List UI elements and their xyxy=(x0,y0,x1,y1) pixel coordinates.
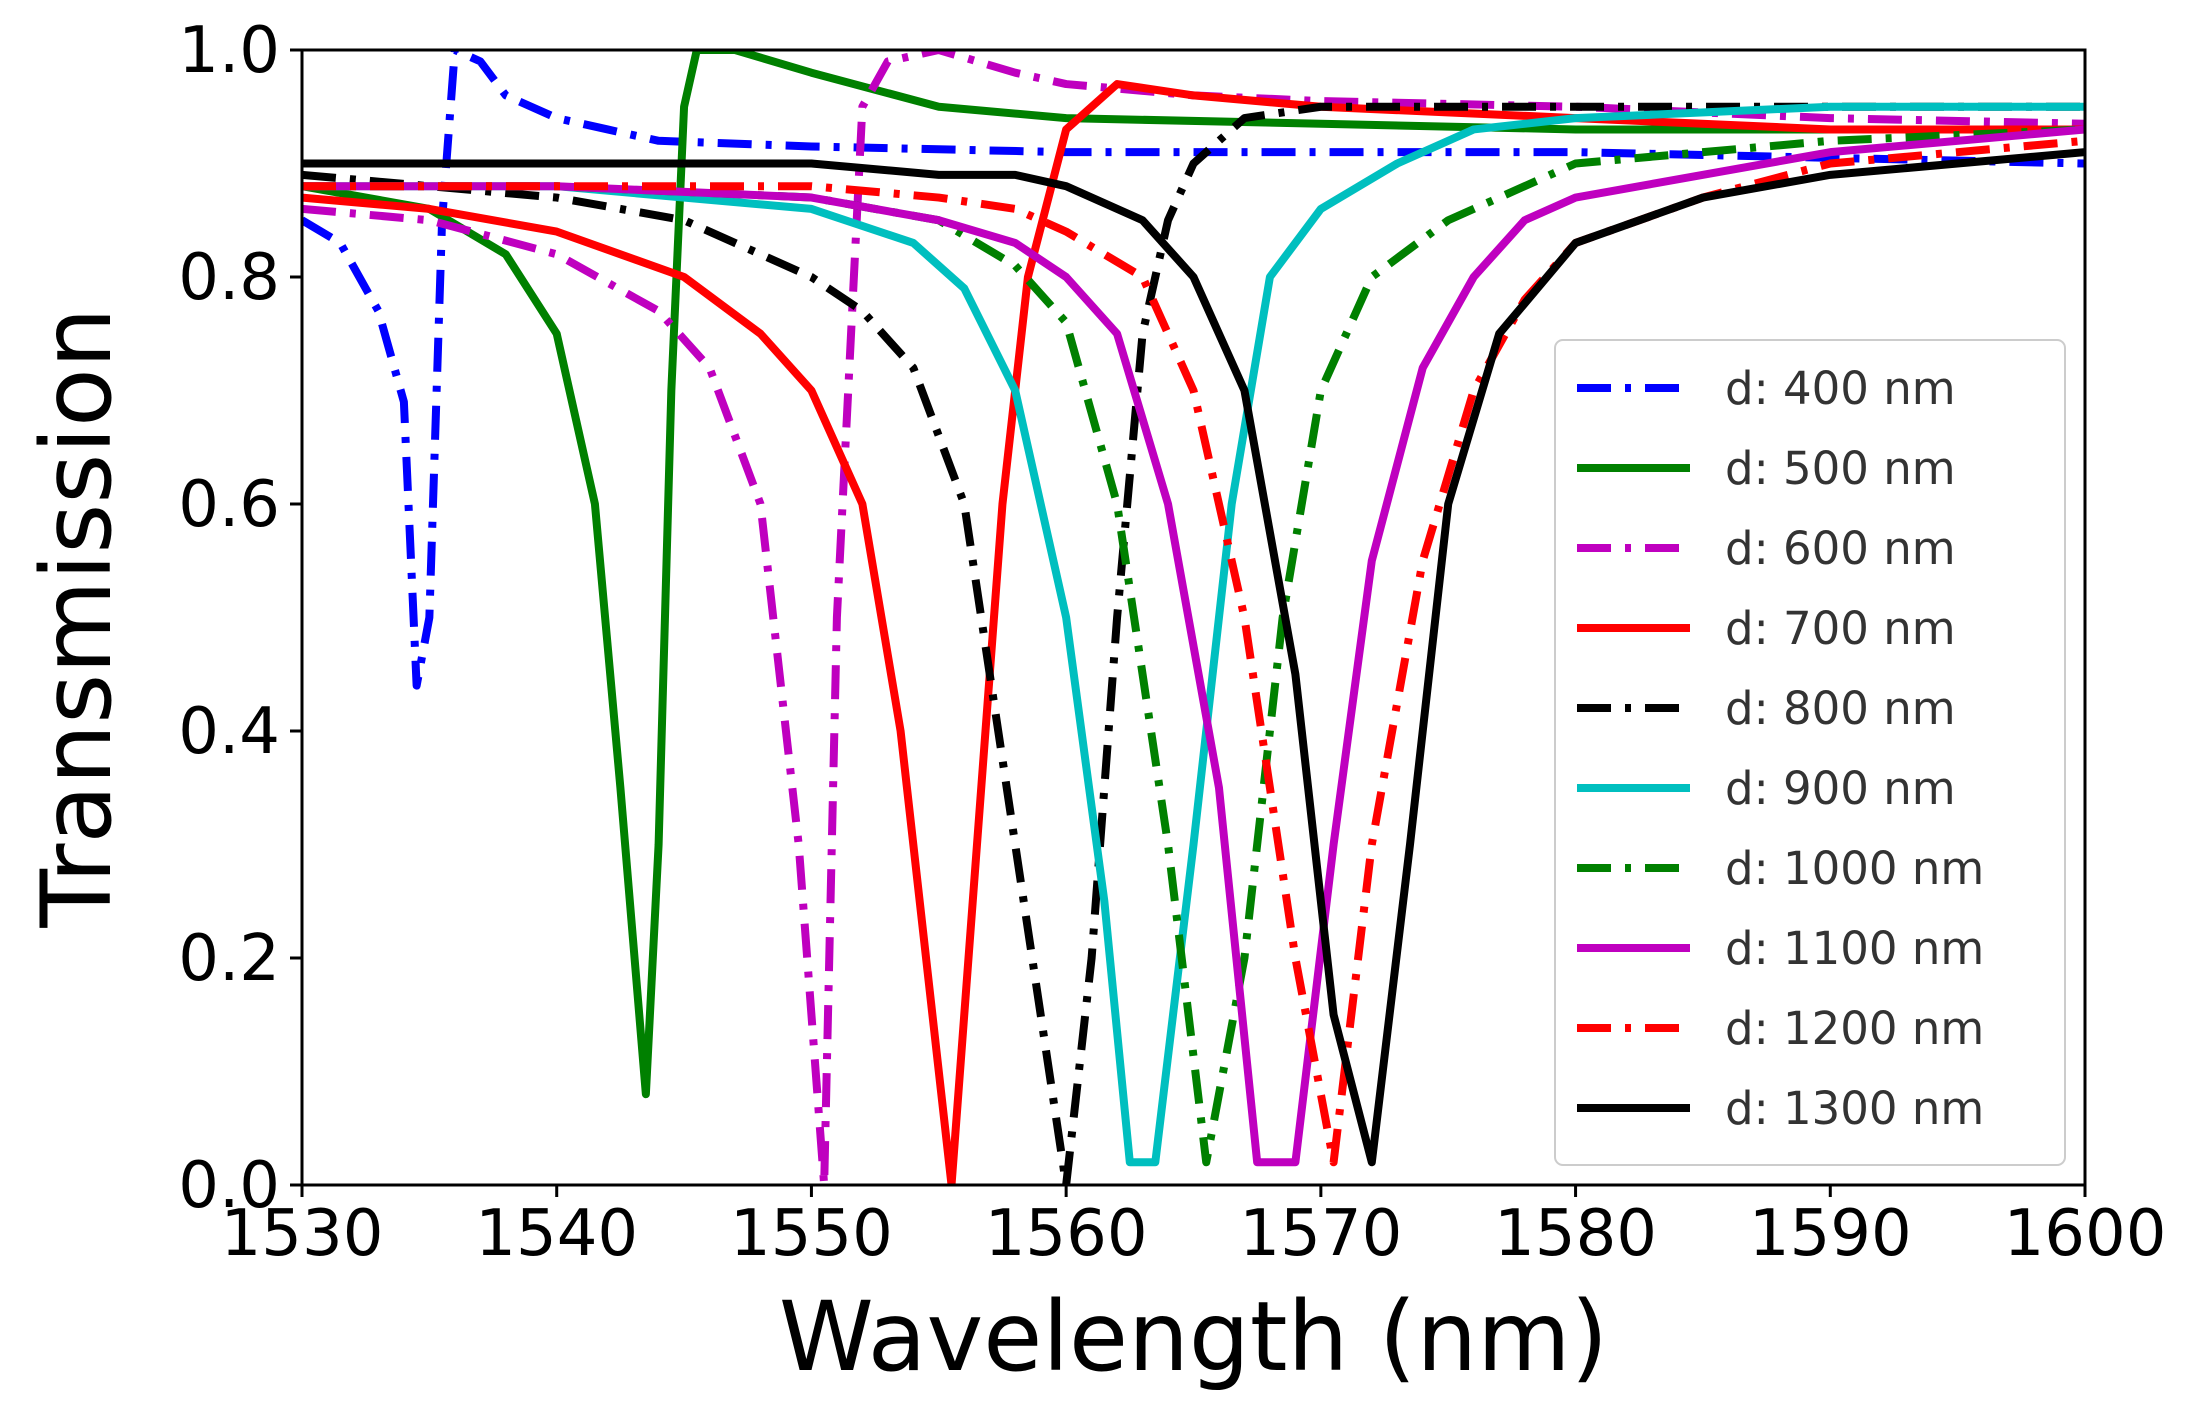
series-line-8 xyxy=(302,125,2085,1167)
legend-label: d: 900 nm xyxy=(1725,762,1956,815)
y-tick-label: 0.0 xyxy=(178,1149,280,1223)
x-tick-label: 1590 xyxy=(1749,1197,1912,1271)
series-line-6 xyxy=(302,102,2085,1167)
y-tick-label: 1.0 xyxy=(178,14,280,88)
legend-label: d: 1000 nm xyxy=(1725,842,1984,895)
legend-label: d: 1200 nm xyxy=(1725,1002,1984,1055)
series-line-3 xyxy=(302,50,2085,1185)
legend-box xyxy=(1554,339,2066,1166)
series-line-10 xyxy=(302,148,2085,1167)
x-axis-title: Wavelength (nm) xyxy=(779,1281,1608,1393)
y-tick-label: 0.8 xyxy=(178,241,280,315)
x-tick-label: 1530 xyxy=(221,1197,384,1271)
x-tick-label: 1580 xyxy=(1494,1197,1657,1271)
x-axis: 1530 1540 1550 1560 1570 1580 1590 1600 xyxy=(221,1185,2167,1271)
legend-label: d: 500 nm xyxy=(1725,442,1956,495)
legend-label: d: 1300 nm xyxy=(1725,1082,1984,1135)
x-tick-label: 1560 xyxy=(985,1197,1148,1271)
y-tick-label: 0.6 xyxy=(178,468,280,542)
legend-label: d: 600 nm xyxy=(1725,522,1956,575)
y-tick-label: 0.4 xyxy=(178,695,280,769)
series-layer xyxy=(302,50,2085,1185)
y-axis: 0.0 0.2 0.4 0.6 0.8 1.0 xyxy=(178,14,302,1223)
y-tick-label: 0.2 xyxy=(178,922,280,996)
x-tick-label: 1570 xyxy=(1239,1197,1402,1271)
plot-frame xyxy=(300,48,2087,1187)
series-line-5 xyxy=(302,102,2085,1185)
legend-label: d: 800 nm xyxy=(1725,682,1956,735)
series-line-2 xyxy=(302,50,2085,1099)
legend-label: d: 400 nm xyxy=(1725,362,1956,415)
series-line-1 xyxy=(302,50,2085,690)
legend-label: d: 700 nm xyxy=(1725,602,1956,655)
x-tick-label: 1550 xyxy=(730,1197,893,1271)
legend-label: d: 1100 nm xyxy=(1725,922,1984,975)
y-axis-title: Transmission xyxy=(21,307,133,928)
x-tick-label: 1540 xyxy=(475,1197,638,1271)
legend: d: 400 nm d: 500 nm d: 600 nm d: 700 nm d: 8… xyxy=(1554,339,2066,1166)
x-tick-label: 1600 xyxy=(2004,1197,2167,1271)
